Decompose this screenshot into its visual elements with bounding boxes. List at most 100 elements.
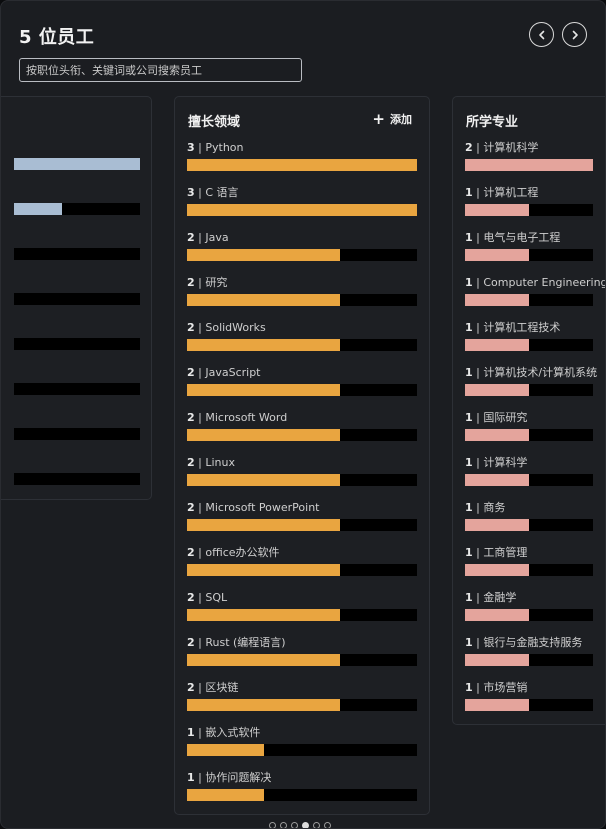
majors-row[interactable]: 2 | 计算机科学 <box>465 141 593 171</box>
left-card-row <box>14 473 140 485</box>
majors-row[interactable]: 1 | 计算机技术/计算机系统 <box>465 366 597 396</box>
skills-bar-track <box>187 249 417 261</box>
majors-row-name: 计算机技术/计算机系统 <box>483 366 598 379</box>
pagination-dot[interactable] <box>302 822 309 828</box>
majors-bar-fill <box>465 429 529 441</box>
majors-row-label: 2 | 计算机科学 <box>465 141 539 154</box>
skills-bar-track <box>187 204 417 216</box>
majors-row-label: 1 | 计算机工程 <box>465 186 539 199</box>
majors-row[interactable]: 1 | Computer Engineering <box>465 276 606 306</box>
majors-row-name: 电气与电子工程 <box>483 231 561 244</box>
pagination-dot[interactable] <box>313 822 320 828</box>
add-skill-button[interactable]: + 添加 <box>372 111 412 127</box>
majors-row-label: 1 | 市场营销 <box>465 681 528 694</box>
majors-row-count: 1 <box>465 186 473 199</box>
majors-row-count: 2 <box>465 141 473 154</box>
skills-bar-fill <box>187 789 264 801</box>
skills-row[interactable]: 2 | SolidWorks <box>187 321 417 351</box>
majors-row[interactable]: 1 | 国际研究 <box>465 411 593 441</box>
majors-row-count: 1 <box>465 546 473 559</box>
skills-row[interactable]: 3 | Python <box>187 141 417 171</box>
skills-row-name: 协作问题解决 <box>205 771 272 784</box>
skills-row-label: 1 | 嵌入式软件 <box>187 726 261 739</box>
plus-icon: + <box>372 109 385 128</box>
skills-row[interactable]: 2 | Microsoft Word <box>187 411 417 441</box>
chevron-right-icon <box>572 30 578 39</box>
majors-bar-track <box>465 474 593 486</box>
skills-row[interactable]: 1 | 嵌入式软件 <box>187 726 417 756</box>
majors-row[interactable]: 1 | 计算机工程 <box>465 186 593 216</box>
skills-bar-fill <box>187 474 340 486</box>
skills-row-name: SQL <box>205 591 228 604</box>
skills-row[interactable]: 2 | SQL <box>187 591 417 621</box>
skills-bar-fill <box>187 204 417 216</box>
majors-row-label: 1 | 国际研究 <box>465 411 528 424</box>
left-card-bar-track <box>14 428 140 440</box>
skills-row[interactable]: 2 | Rust (编程语言) <box>187 636 417 666</box>
skills-row-count: 2 <box>187 591 195 604</box>
majors-bar-fill <box>465 519 529 531</box>
majors-row[interactable]: 1 | 商务 <box>465 501 593 531</box>
previous-insight-card <box>1 96 152 500</box>
majors-row[interactable]: 1 | 电气与电子工程 <box>465 231 593 261</box>
skills-bar-fill <box>187 654 340 666</box>
employee-search-input[interactable] <box>19 58 302 82</box>
skills-bar-fill <box>187 564 340 576</box>
skills-row-count: 2 <box>187 456 195 469</box>
skills-row-name: Linux <box>205 456 235 469</box>
majors-row-name: 商务 <box>483 501 506 514</box>
skills-bar-track <box>187 474 417 486</box>
majors-bar-track <box>465 519 593 531</box>
skills-row[interactable]: 1 | 协作问题解决 <box>187 771 417 801</box>
skills-row[interactable]: 3 | C 语言 <box>187 186 417 216</box>
majors-row[interactable]: 1 | 计算机工程技术 <box>465 321 593 351</box>
left-card-bar-fill <box>14 203 62 215</box>
skills-row-label: 2 | SolidWorks <box>187 321 266 334</box>
majors-row[interactable]: 1 | 工商管理 <box>465 546 593 576</box>
majors-row[interactable]: 1 | 银行与金融支持服务 <box>465 636 593 666</box>
skills-bar-track <box>187 294 417 306</box>
skills-row[interactable]: 2 | Microsoft PowerPoint <box>187 501 417 531</box>
left-card-bar-track <box>14 248 140 260</box>
left-card-row <box>14 203 140 215</box>
skills-row-count: 2 <box>187 276 195 289</box>
skills-row[interactable]: 2 | Java <box>187 231 417 261</box>
majors-row-name: 计算机工程技术 <box>483 321 561 334</box>
pagination-dot[interactable] <box>291 822 298 828</box>
skills-bar-fill <box>187 609 340 621</box>
majors-row-count: 1 <box>465 456 473 469</box>
left-card-row <box>14 383 140 395</box>
skills-bar-fill <box>187 159 417 171</box>
majors-row-label: 1 | 金融学 <box>465 591 517 604</box>
skills-row[interactable]: 2 | Linux <box>187 456 417 486</box>
majors-row[interactable]: 1 | 市场营销 <box>465 681 593 711</box>
pagination-dot[interactable] <box>269 822 276 828</box>
skills-row[interactable]: 2 | office办公软件 <box>187 546 417 576</box>
majors-row-name: 计算科学 <box>483 456 528 469</box>
majors-row[interactable]: 1 | 金融学 <box>465 591 593 621</box>
skills-row-count: 2 <box>187 366 195 379</box>
majors-row-label: 1 | Computer Engineering <box>465 276 606 289</box>
pagination-dot[interactable] <box>324 822 331 828</box>
skills-row-label: 2 | Linux <box>187 456 235 469</box>
next-button[interactable] <box>562 22 587 47</box>
skills-row-name: 嵌入式软件 <box>205 726 261 739</box>
pagination-dot[interactable] <box>280 822 287 828</box>
previous-button[interactable] <box>529 22 554 47</box>
skills-bar-track <box>187 339 417 351</box>
chevron-left-icon <box>538 30 544 39</box>
majors-row[interactable]: 1 | 计算科学 <box>465 456 593 486</box>
skills-row-name: SolidWorks <box>205 321 266 334</box>
majors-row-count: 1 <box>465 231 473 244</box>
majors-bar-track <box>465 294 593 306</box>
skills-row[interactable]: 2 | 区块链 <box>187 681 417 711</box>
skills-row[interactable]: 2 | JavaScript <box>187 366 417 396</box>
majors-row-label: 1 | 计算机技术/计算机系统 <box>465 366 598 379</box>
skills-bar-track <box>187 789 417 801</box>
skills-row-label: 2 | office办公软件 <box>187 546 280 559</box>
skills-row-label: 1 | 协作问题解决 <box>187 771 272 784</box>
skills-row[interactable]: 2 | 研究 <box>187 276 417 306</box>
skills-row-label: 2 | 区块链 <box>187 681 239 694</box>
majors-row-label: 1 | 电气与电子工程 <box>465 231 561 244</box>
